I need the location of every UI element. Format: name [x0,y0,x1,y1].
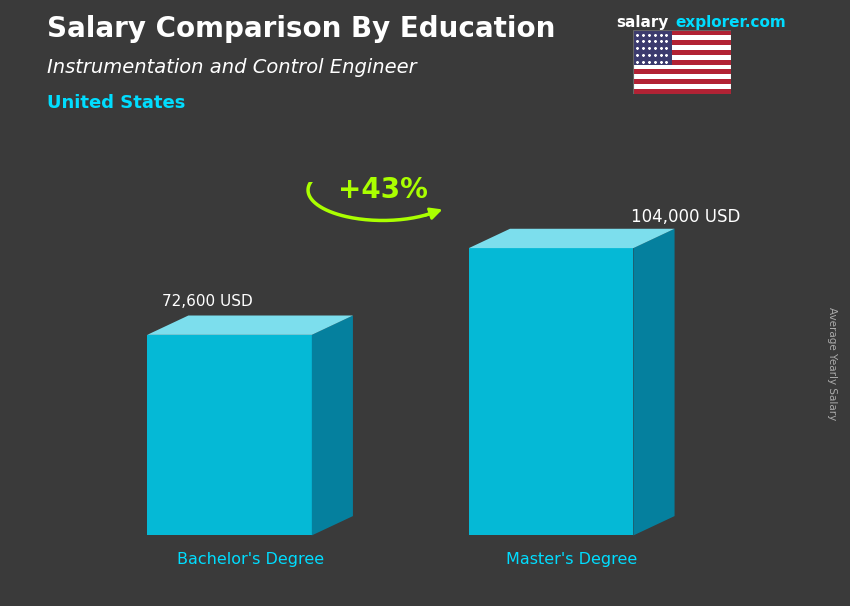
Bar [633,35,731,40]
Text: Salary Comparison By Education: Salary Comparison By Education [47,15,555,43]
Bar [633,45,731,50]
Bar [633,55,731,59]
Polygon shape [147,335,312,536]
Text: 104,000 USD: 104,000 USD [631,208,740,226]
Bar [633,89,731,94]
Text: +43%: +43% [338,176,428,204]
Text: Average Yearly Salary: Average Yearly Salary [827,307,837,420]
Bar [633,50,731,55]
Polygon shape [312,316,353,536]
Bar [633,30,731,35]
Polygon shape [633,229,675,536]
Polygon shape [469,248,633,536]
Bar [633,65,731,70]
Polygon shape [469,229,675,248]
Text: salary: salary [616,15,669,30]
Text: Master's Degree: Master's Degree [506,552,638,567]
Bar [633,84,731,89]
Bar [633,40,731,45]
Bar [633,79,731,84]
Text: United States: United States [47,94,185,112]
Text: Bachelor's Degree: Bachelor's Degree [177,552,324,567]
Text: Instrumentation and Control Engineer: Instrumentation and Control Engineer [47,58,416,76]
Bar [633,59,731,65]
Polygon shape [147,316,353,335]
Text: 72,600 USD: 72,600 USD [162,293,252,308]
Text: explorer.com: explorer.com [676,15,786,30]
Bar [633,70,731,75]
Bar [633,75,731,79]
Bar [633,30,672,65]
